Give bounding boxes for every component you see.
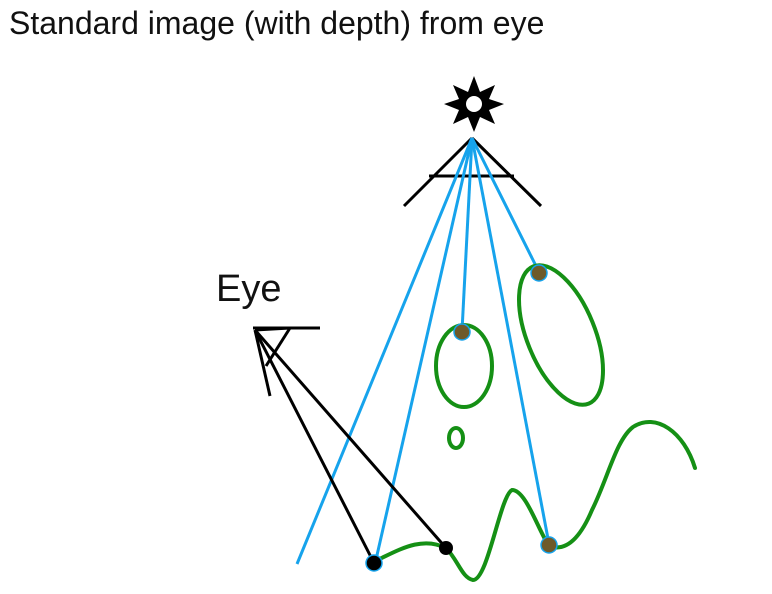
- scene-geometry: [373, 254, 695, 580]
- shadow-point-ground-right: [541, 537, 557, 553]
- sun-center: [466, 96, 482, 112]
- eye-point-ground-left: [366, 555, 382, 571]
- light-ray-1: [297, 138, 472, 564]
- eye-rays: [255, 330, 446, 561]
- shadow-point-ellipse-right: [531, 265, 547, 281]
- light-ray-4: [472, 138, 549, 544]
- light-ray-2: [375, 138, 472, 564]
- light-rays: [297, 138, 549, 564]
- object-small-ring: [449, 428, 463, 448]
- light-ray-3: [462, 138, 472, 331]
- ground-curve: [373, 422, 695, 580]
- eye-frustum-right: [255, 328, 290, 330]
- shadow-point-ellipse-middle: [454, 324, 470, 340]
- sample-points: [366, 265, 557, 571]
- light-frustum-left: [404, 138, 472, 206]
- sun-icon: [444, 76, 504, 132]
- light-ray-5: [472, 138, 539, 272]
- eye-point-ground-middle: [439, 541, 453, 555]
